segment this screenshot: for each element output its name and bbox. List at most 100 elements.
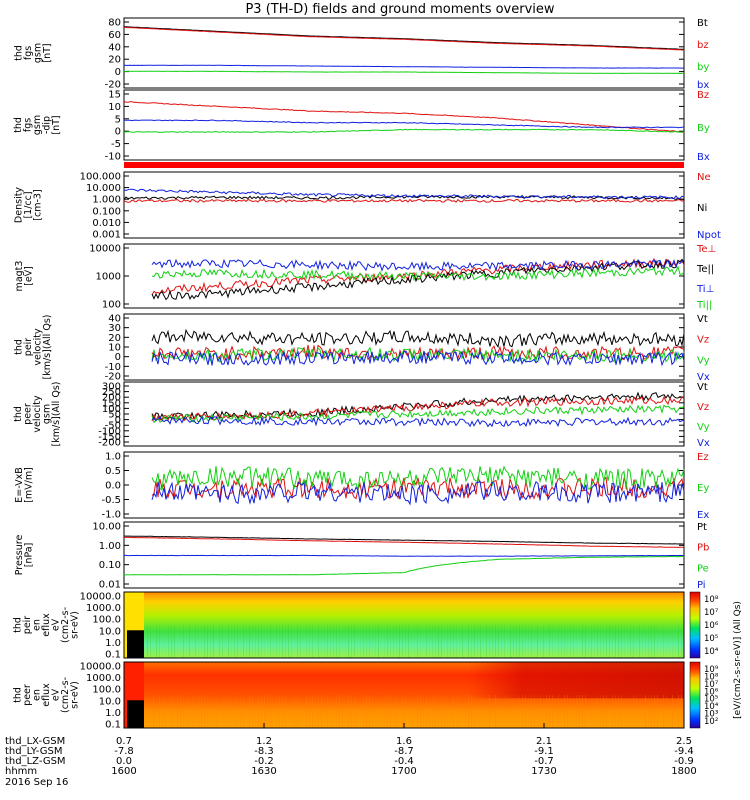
- spectrogram-stripe: [474, 625, 475, 658]
- y-tick-label: 30: [108, 323, 121, 334]
- y-tick-label: 40: [108, 314, 121, 325]
- spectrogram-stripe: [162, 695, 163, 728]
- spectrogram-stripe: [393, 625, 394, 658]
- spectrogram-stripe: [342, 625, 343, 658]
- spectrogram-stripe: [579, 695, 580, 728]
- spectrogram-stripe: [657, 695, 658, 728]
- spectrogram-stripe: [363, 625, 364, 658]
- spectrogram-stripe: [390, 625, 391, 658]
- colorbar-tick-label: 10³: [704, 710, 718, 720]
- spectrogram-stripe: [525, 695, 526, 728]
- spectrogram-stripe: [354, 625, 355, 658]
- legend-entry: bz: [697, 40, 709, 51]
- legend-entry: Ez: [697, 452, 709, 463]
- spectrogram-stripe: [567, 695, 568, 728]
- spectrogram-stripe: [420, 695, 421, 728]
- spectrogram-stripe: [279, 695, 280, 728]
- spectrogram-stripe: [417, 625, 418, 658]
- spectrogram-stripe: [195, 695, 196, 728]
- y-tick-label: 10000.0: [80, 592, 121, 603]
- spectrogram-stripe: [447, 695, 448, 728]
- spectrogram-stripe: [174, 625, 175, 658]
- y-tick-label: 1.0: [105, 708, 121, 719]
- spectrogram-stripe: [264, 625, 265, 658]
- spectrogram-stripe: [291, 695, 292, 728]
- spectrogram-stripe: [384, 625, 385, 658]
- spectrogram-stripe: [483, 625, 484, 658]
- spectrogram-stripe: [414, 695, 415, 728]
- y-axis-label: magt3[eV]: [14, 261, 35, 292]
- spectrogram-stripe: [318, 695, 319, 728]
- y-tick-label: 0.001: [92, 230, 121, 241]
- legend-entry: Vt: [697, 382, 708, 393]
- y-tick-label: -50: [105, 421, 121, 432]
- spectrogram-stripe: [177, 695, 178, 728]
- panel-frame: [123, 521, 685, 589]
- spectrogram-stripe: [519, 695, 520, 728]
- spectrogram-stripe: [474, 695, 475, 728]
- spectrogram-stripe: [303, 625, 304, 658]
- colorbar-label: [eV/(cm2-s-sr-eV)] (All Qs): [733, 601, 743, 719]
- spectrogram-stripe: [162, 625, 163, 658]
- spectrogram-stripe: [159, 625, 160, 658]
- legend-entry: Ni: [697, 203, 707, 214]
- spectrogram-stripe: [144, 695, 145, 728]
- y-axis-label: thdpeerenefluxeV(cm2-s-sr-eV): [13, 677, 81, 713]
- spectrogram: [144, 592, 684, 658]
- spectrogram-stripe: [396, 695, 397, 728]
- spectrogram-stripe: [276, 625, 277, 658]
- series-line-Vy: [151, 404, 685, 424]
- spectrogram-stripe: [222, 695, 223, 728]
- spectrogram-stripe: [309, 625, 310, 658]
- spectrogram-stripe: [348, 625, 349, 658]
- panel-4: 10000 1000 100 magt3[eV] Te⊥ Te|| Ti⊥ Ti||: [14, 243, 716, 311]
- spectrogram-stripe: [492, 625, 493, 658]
- x-tick-label: 2.1: [536, 736, 552, 747]
- y-tick-label: -200: [98, 438, 121, 449]
- x-tick-label: -0.2: [254, 756, 274, 767]
- y-tick-label: 0: [115, 415, 121, 426]
- spectrogram-stripe: [204, 625, 205, 658]
- spectrogram-stripe: [264, 695, 265, 728]
- spectrogram-stripe: [678, 695, 679, 728]
- x-row-label: thd_LX-GSM: [5, 736, 65, 747]
- spectrogram-stripe: [240, 625, 241, 658]
- spectrogram-stripe: [597, 625, 598, 658]
- spectrogram-stripe: [660, 625, 661, 658]
- spectrogram-stripe: [246, 625, 247, 658]
- spectrogram-stripe: [486, 625, 487, 658]
- legend-entry: Vy: [697, 422, 710, 433]
- spectrogram-stripe: [528, 625, 529, 658]
- spectrogram-stripe: [621, 695, 622, 728]
- panel-frame: [123, 89, 685, 161]
- spectrogram-stripe: [672, 625, 673, 658]
- spectrogram-stripe: [285, 695, 286, 728]
- spectrogram-stripe: [435, 625, 436, 658]
- spectrogram-stripe: [486, 695, 487, 728]
- spectrogram-stripe: [183, 695, 184, 728]
- spectrogram-stripe: [315, 695, 316, 728]
- spectrogram-stripe: [258, 695, 259, 728]
- series-line-Ti⊥: [151, 258, 685, 272]
- spectrogram-stripe: [429, 625, 430, 658]
- spectrogram-stripe: [348, 695, 349, 728]
- series-line-Bt: [123, 26, 684, 50]
- spectrogram-stripe: [537, 625, 538, 658]
- spectrogram-stripe: [513, 625, 514, 658]
- spectrogram-stripe: [249, 695, 250, 728]
- spectrogram-stripe: [435, 695, 436, 728]
- series-line-Pi: [124, 554, 684, 557]
- x-tick-label: 1630: [251, 766, 276, 777]
- y-tick-label: 100.000: [80, 172, 121, 183]
- spectrogram-stripe: [618, 625, 619, 658]
- spectrogram-stripe: [192, 695, 193, 728]
- spectrogram-stripe: [609, 625, 610, 658]
- spectrogram-stripe: [525, 625, 526, 658]
- spectrogram-stripe: [288, 625, 289, 658]
- spectrogram-stripe: [462, 625, 463, 658]
- legend-entry: Pb: [697, 543, 709, 554]
- y-tick-label: 10000: [89, 244, 121, 255]
- legend-entry: Vz: [697, 335, 709, 346]
- spectrogram-stripe: [399, 695, 400, 728]
